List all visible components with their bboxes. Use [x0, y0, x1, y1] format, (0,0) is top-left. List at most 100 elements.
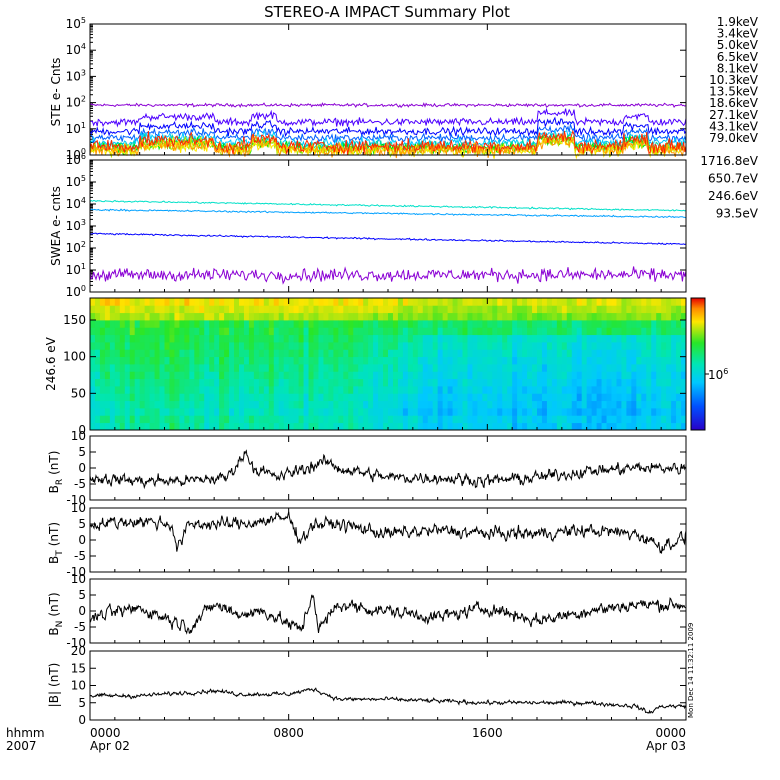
heatmap-cell: [507, 408, 513, 416]
heatmap-cell: [442, 327, 448, 336]
heatmap-cell: [383, 415, 389, 424]
heatmap-cell: [397, 356, 404, 365]
heatmap-cell: [313, 305, 319, 314]
y-tick-label: 100: [66, 284, 86, 299]
heatmap-cell: [159, 320, 165, 328]
colorbar: [690, 297, 706, 431]
heatmap-cell: [90, 408, 96, 416]
heatmap-cell: [556, 312, 563, 321]
heatmap-cell: [546, 364, 553, 372]
heatmap-cell: [532, 356, 538, 365]
heatmap-cell: [229, 320, 235, 328]
heatmap-cell: [169, 349, 175, 358]
heatmap-cell: [164, 312, 170, 321]
heatmap-cell: [253, 327, 260, 336]
heatmap-cell: [661, 312, 667, 321]
heatmap-cell: [482, 422, 488, 431]
heatmap-cell: [283, 298, 290, 306]
heatmap-cell: [477, 364, 483, 372]
heatmap-cell: [482, 320, 488, 328]
heatmap-cell: [204, 327, 210, 336]
heatmap-cell: [576, 371, 583, 380]
heatmap-cell: [651, 415, 657, 424]
heatmap-cell: [412, 422, 419, 431]
heatmap-cell: [661, 378, 667, 387]
heatmap-cell: [661, 356, 667, 365]
heatmap-cell: [596, 327, 602, 336]
heatmap-cell: [214, 415, 220, 424]
time-axis-corner-top: hhmm: [6, 726, 45, 740]
heatmap-cell: [313, 342, 319, 350]
heatmap-cell: [134, 415, 141, 424]
heatmap-cell: [462, 349, 468, 358]
heatmap-cell: [209, 364, 215, 372]
heatmap-cell: [537, 356, 543, 365]
heatmap-cell: [383, 400, 389, 409]
heatmap-cell: [253, 400, 260, 409]
heatmap-cell: [308, 342, 314, 350]
heatmap-cell: [248, 320, 255, 328]
heatmap-cell: [109, 349, 116, 358]
heatmap-cell: [507, 349, 513, 358]
heatmap-cell: [601, 422, 607, 431]
heatmap-cell: [134, 320, 141, 328]
heatmap-cell: [358, 364, 364, 372]
heatmap-cell: [566, 320, 573, 328]
heatmap-cell: [397, 371, 404, 380]
heatmap-cell: [482, 356, 488, 365]
heatmap-cell: [139, 312, 146, 321]
heatmap-cell: [248, 356, 255, 365]
heatmap-cell: [179, 305, 185, 314]
heatmap-cell: [348, 349, 354, 358]
heatmap-cell: [472, 312, 478, 321]
heatmap-cell: [214, 342, 220, 350]
heatmap-cell: [666, 386, 672, 394]
heatmap-cell: [149, 298, 155, 306]
heatmap-cell: [656, 349, 662, 358]
heatmap-cell: [358, 312, 364, 321]
heatmap-cell: [581, 320, 588, 328]
heatmap-cell: [651, 386, 657, 394]
heatmap-cell: [124, 408, 131, 416]
heatmap-cell: [109, 393, 116, 402]
heatmap-cell: [541, 422, 548, 431]
heatmap-cell: [169, 334, 175, 343]
heatmap-cell: [224, 378, 230, 387]
heatmap-cell: [616, 371, 622, 380]
heatmap-cell: [338, 334, 344, 343]
heatmap-cell: [243, 342, 250, 350]
heatmap-cell: [596, 312, 602, 321]
heatmap-cell: [631, 312, 637, 321]
heatmap-cell: [517, 364, 523, 372]
heatmap-cell: [144, 334, 150, 343]
heatmap-cell: [99, 349, 106, 358]
heatmap-cell: [666, 334, 672, 343]
heatmap-cell: [527, 298, 533, 306]
heatmap-cell: [502, 349, 508, 358]
heatmap-cell: [452, 327, 458, 336]
heatmap-cell: [184, 364, 190, 372]
heatmap-cell: [676, 349, 682, 358]
heatmap-cell: [239, 422, 245, 431]
heatmap-cell: [99, 356, 106, 365]
heatmap-cell: [616, 312, 622, 321]
heatmap-cell: [323, 393, 329, 402]
heatmap-cell: [239, 298, 245, 306]
heatmap-cell: [586, 342, 593, 350]
heatmap-cell: [492, 393, 498, 402]
heatmap-cell: [616, 327, 622, 336]
heatmap-cell: [154, 386, 160, 394]
heatmap-cell: [581, 422, 588, 431]
heatmap-cell: [546, 298, 553, 306]
heatmap-cell: [482, 305, 488, 314]
heatmap-cell: [129, 378, 136, 387]
heatmap-cell: [497, 393, 503, 402]
heatmap-cell: [556, 422, 563, 431]
heatmap-cell: [214, 305, 220, 314]
heatmap-cell: [631, 408, 637, 416]
heatmap-cell: [164, 327, 170, 336]
heatmap-cell: [551, 422, 558, 431]
heatmap-cell: [591, 356, 597, 365]
heatmap-cell: [253, 305, 260, 314]
